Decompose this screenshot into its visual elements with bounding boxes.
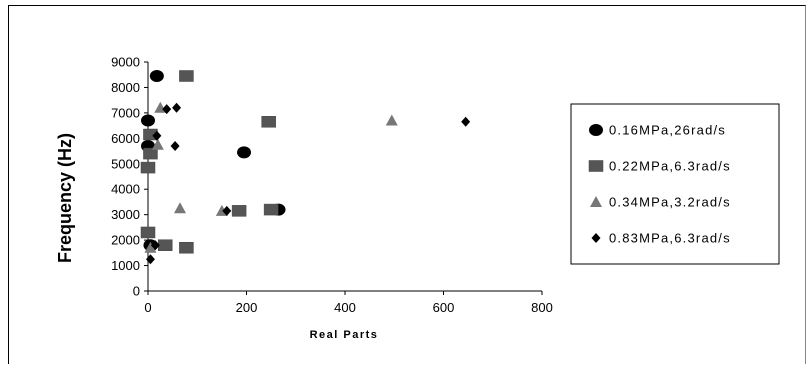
data-point-square <box>157 239 173 251</box>
data-point-square <box>143 147 158 160</box>
data-point-square <box>140 226 156 239</box>
legend-box <box>570 103 780 265</box>
y-tick-label: 0 <box>133 284 140 299</box>
legend-label: 0.83MPa,6.3rad/s <box>609 231 731 246</box>
data-point-triangle <box>151 138 164 150</box>
legend-marker-diamond <box>591 233 601 243</box>
data-point-square <box>263 203 279 216</box>
y-axis-title: Frequency (Hz) <box>55 133 75 263</box>
y-tick-label: 4000 <box>111 182 140 197</box>
x-tick-label: 0 <box>144 300 151 315</box>
data-point-diamond <box>145 254 155 265</box>
data-point-diamond <box>150 240 160 251</box>
y-axis: 0 1000 2000 3000 4000 5000 6000 7000 8000 9000 <box>111 55 149 299</box>
data-point-circle <box>149 69 164 82</box>
data-point-square <box>231 205 247 217</box>
data-point-diamond <box>461 116 471 127</box>
x-tick-label: 200 <box>236 300 258 315</box>
data-point-triangle <box>144 241 157 253</box>
legend-marker-triangle <box>590 196 602 207</box>
legend-marker-square <box>588 160 604 172</box>
legend-label: 0.22MPa,6.3rad/s <box>609 159 731 174</box>
y-tick-label: 2000 <box>111 233 140 248</box>
y-tick-label: 9000 <box>111 55 140 70</box>
legend-marker-circle <box>589 124 603 136</box>
data-point-diamond <box>170 140 180 151</box>
y-tick-label: 7000 <box>111 105 140 120</box>
x-tick-label: 800 <box>531 300 553 315</box>
legend-label: 0.16MPa,26rad/s <box>609 123 726 138</box>
data-points <box>140 69 471 265</box>
legend-label: 0.34MPa,3.2rad/s <box>609 195 731 210</box>
chart-frame <box>8 5 806 364</box>
x-axis-title: Real Parts <box>310 329 379 341</box>
data-point-diamond <box>162 104 172 115</box>
data-point-circle <box>237 146 252 159</box>
y-tick-label: 6000 <box>111 131 140 146</box>
y-tick-label: 5000 <box>111 156 140 171</box>
y-tick-label: 8000 <box>111 80 140 95</box>
x-tick-label: 600 <box>433 300 455 315</box>
data-point-circle <box>141 114 155 127</box>
x-axis: 0 200 400 600 800 <box>144 290 553 315</box>
data-point-square <box>261 116 276 128</box>
data-point-square <box>179 70 194 82</box>
data-point-diamond <box>152 130 162 141</box>
data-point-square <box>140 161 156 174</box>
data-point-diamond <box>172 102 182 113</box>
y-tick-label: 3000 <box>111 207 140 222</box>
data-point-triangle <box>385 114 398 126</box>
x-tick-label: 400 <box>334 300 356 315</box>
data-point-diamond <box>222 205 232 216</box>
legend: 0.16MPa,26rad/s 0.22MPa,6.3rad/s 0.34MPa,3… <box>570 103 780 265</box>
data-point-square <box>179 241 194 254</box>
data-point-triangle <box>174 202 187 214</box>
y-tick-label: 1000 <box>111 258 140 273</box>
